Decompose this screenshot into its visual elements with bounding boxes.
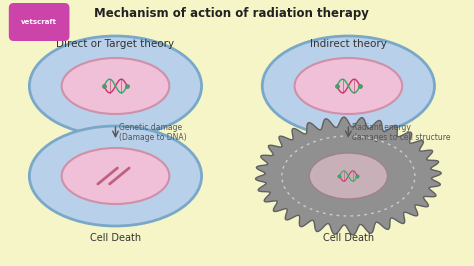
Ellipse shape <box>294 58 402 114</box>
Ellipse shape <box>62 148 169 204</box>
Ellipse shape <box>262 36 435 136</box>
Text: Indirect theory: Indirect theory <box>310 39 387 49</box>
Text: Cell Death: Cell Death <box>323 233 374 243</box>
FancyBboxPatch shape <box>9 3 70 41</box>
Text: Direct or Target theory: Direct or Target theory <box>56 39 174 49</box>
Text: Genetic damage: Genetic damage <box>119 123 182 132</box>
Text: Cell Death: Cell Death <box>90 233 141 243</box>
Text: Radiant energy: Radiant energy <box>352 123 411 132</box>
Text: vetscraft: vetscraft <box>21 19 57 25</box>
Text: damages to cell structure: damages to cell structure <box>352 132 451 142</box>
Ellipse shape <box>62 58 169 114</box>
Ellipse shape <box>29 126 201 226</box>
Polygon shape <box>255 117 441 235</box>
Text: (Damage to DNA): (Damage to DNA) <box>119 132 187 142</box>
Text: Mechanism of action of radiation therapy: Mechanism of action of radiation therapy <box>94 7 369 20</box>
Ellipse shape <box>29 36 201 136</box>
Ellipse shape <box>309 153 388 199</box>
